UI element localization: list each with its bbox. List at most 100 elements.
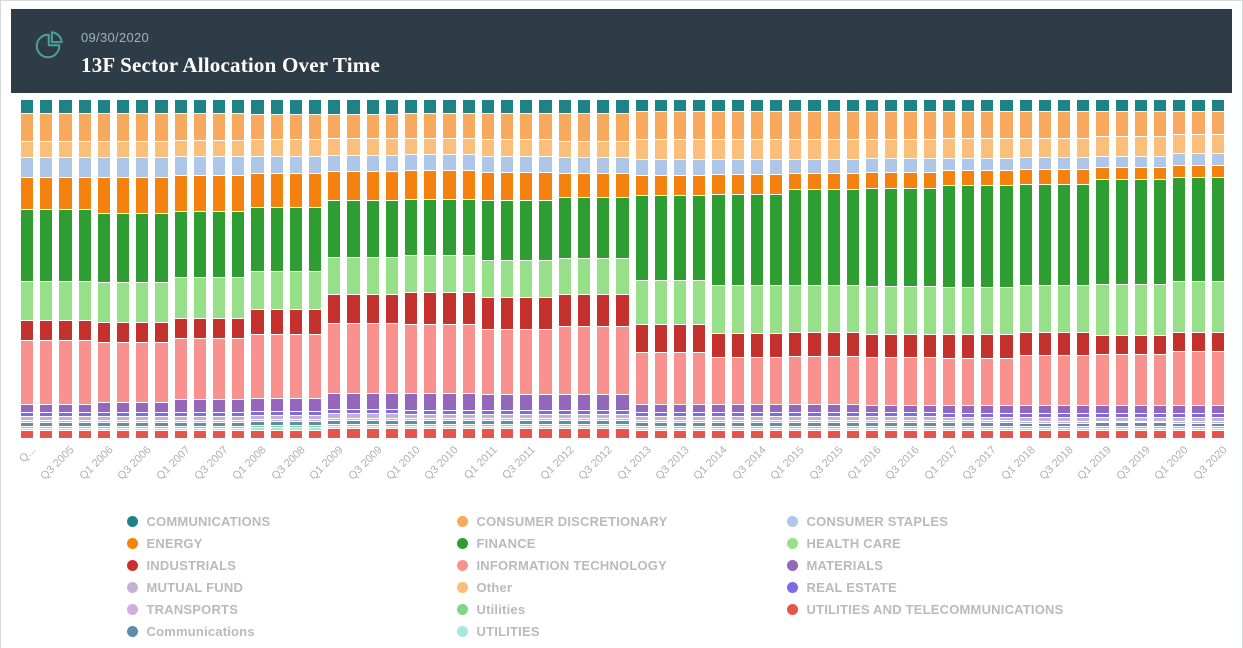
segment-Communications[interactable]: [155, 421, 168, 426]
segment-UTILITIES-AND-TELECOMMUNICATIONS[interactable]: [616, 427, 629, 438]
segment-INDUSTRIALS[interactable]: [673, 323, 687, 352]
segment-INDUSTRIALS[interactable]: [328, 294, 341, 324]
segment-MUTUAL-FUND[interactable]: [424, 413, 437, 418]
segment-REAL-ESTATE[interactable]: [155, 411, 168, 416]
segment-COMMUNICATIONS[interactable]: [1115, 99, 1128, 111]
segment-UTILITIES[interactable]: [1211, 428, 1224, 431]
segment-INFORMATION-TECHNOLOGY[interactable]: [328, 323, 341, 393]
segment-MUTUAL-FUND[interactable]: [693, 415, 706, 420]
segment-Other[interactable]: [213, 139, 226, 157]
segment-INFORMATION-TECHNOLOGY[interactable]: [1057, 354, 1071, 406]
segment-COMMUNICATIONS[interactable]: [1153, 99, 1167, 111]
segment-ENERGY[interactable]: [616, 173, 629, 198]
segment-HEALTH-CARE[interactable]: [731, 285, 744, 334]
segment-Other[interactable]: [1134, 136, 1147, 156]
segment-FINANCE[interactable]: [193, 211, 207, 277]
segment-INDUSTRIALS[interactable]: [347, 294, 360, 324]
segment-CONSUMER-STAPLES[interactable]: [232, 156, 245, 175]
segment-ENERGY[interactable]: [232, 174, 245, 212]
segment-FINANCE[interactable]: [1038, 184, 1051, 286]
segment-Communications[interactable]: [481, 419, 495, 424]
segment-MUTUAL-FUND[interactable]: [270, 414, 283, 419]
segment-CONSUMER-STAPLES[interactable]: [59, 156, 72, 177]
segment-Communications[interactable]: [501, 419, 514, 424]
segment-UTILITIES-AND-TELECOMMUNICATIONS[interactable]: [885, 430, 898, 438]
segment-INDUSTRIALS[interactable]: [731, 333, 744, 357]
segment-CONSUMER-DISCRETIONARY[interactable]: [981, 110, 994, 139]
segment-INDUSTRIALS[interactable]: [385, 294, 399, 324]
segment-UTILITIES[interactable]: [808, 428, 821, 431]
segment-MATERIALS[interactable]: [1096, 404, 1109, 413]
segment-MATERIALS[interactable]: [808, 404, 821, 413]
segment-COMMUNICATIONS[interactable]: [1211, 99, 1224, 111]
segment-TRANSPORTS[interactable]: [1096, 420, 1109, 423]
segment-Other[interactable]: [654, 139, 667, 160]
bar-q2-2015[interactable]: [808, 99, 821, 438]
segment-REAL-ESTATE[interactable]: [97, 411, 111, 416]
segment-TRANSPORTS[interactable]: [289, 418, 303, 422]
segment-MUTUAL-FUND[interactable]: [846, 416, 859, 421]
segment-UTILITIES[interactable]: [328, 425, 341, 428]
segment-INDUSTRIALS[interactable]: [443, 291, 456, 325]
bar-q4-2018[interactable]: [1077, 99, 1090, 438]
segment-INFORMATION-TECHNOLOGY[interactable]: [405, 324, 418, 394]
bar-q2-2020[interactable]: [1192, 99, 1205, 438]
segment-ENERGY[interactable]: [731, 174, 744, 195]
segment-MUTUAL-FUND[interactable]: [481, 413, 495, 418]
segment-FINANCE[interactable]: [481, 199, 495, 261]
segment-HEALTH-CARE[interactable]: [942, 287, 955, 335]
segment-TRANSPORTS[interactable]: [558, 417, 571, 420]
segment-Utilities[interactable]: [885, 426, 898, 429]
segment-Other[interactable]: [577, 141, 591, 158]
bar-q4-2013[interactable]: [693, 99, 706, 438]
segment-COMMUNICATIONS[interactable]: [520, 99, 533, 114]
segment-CONSUMER-DISCRETIONARY[interactable]: [693, 111, 706, 140]
segment-INDUSTRIALS[interactable]: [808, 332, 821, 357]
segment-Communications[interactable]: [270, 421, 283, 426]
segment-FINANCE[interactable]: [1134, 179, 1147, 285]
segment-INFORMATION-TECHNOLOGY[interactable]: [769, 356, 783, 405]
segment-CONSUMER-STAPLES[interactable]: [635, 159, 648, 176]
segment-COMMUNICATIONS[interactable]: [501, 99, 514, 114]
segment-Other[interactable]: [1038, 137, 1051, 158]
segment-ENERGY[interactable]: [1096, 167, 1109, 179]
segment-UTILITIES[interactable]: [309, 427, 322, 430]
segment-HEALTH-CARE[interactable]: [174, 276, 187, 318]
segment-MUTUAL-FUND[interactable]: [942, 416, 955, 421]
segment-UTILITIES[interactable]: [155, 427, 168, 430]
segment-CONSUMER-STAPLES[interactable]: [961, 157, 975, 170]
segment-Utilities[interactable]: [616, 423, 629, 426]
segment-CONSUMER-STAPLES[interactable]: [21, 156, 34, 177]
segment-UTILITIES-AND-TELECOMMUNICATIONS[interactable]: [789, 430, 802, 438]
segment-CONSUMER-DISCRETIONARY[interactable]: [654, 111, 667, 140]
segment-ENERGY[interactable]: [78, 176, 91, 209]
segment-Utilities[interactable]: [21, 426, 34, 429]
segment-Utilities[interactable]: [328, 423, 341, 426]
segment-MUTUAL-FUND[interactable]: [1000, 416, 1013, 421]
segment-REAL-ESTATE[interactable]: [405, 409, 418, 414]
segment-REAL-ESTATE[interactable]: [289, 410, 303, 415]
segment-UTILITIES[interactable]: [405, 425, 418, 428]
segment-FINANCE[interactable]: [539, 199, 552, 261]
segment-HEALTH-CARE[interactable]: [21, 280, 34, 321]
segment-INFORMATION-TECHNOLOGY[interactable]: [347, 323, 360, 393]
segment-INDUSTRIALS[interactable]: [693, 323, 706, 352]
segment-Utilities[interactable]: [347, 423, 360, 426]
segment-ENERGY[interactable]: [1038, 168, 1051, 185]
segment-MATERIALS[interactable]: [443, 393, 456, 410]
segment-COMMUNICATIONS[interactable]: [1192, 99, 1205, 111]
segment-ENERGY[interactable]: [827, 172, 840, 189]
segment-CONSUMER-DISCRETIONARY[interactable]: [501, 113, 514, 140]
segment-INDUSTRIALS[interactable]: [577, 293, 591, 326]
segment-UTILITIES-AND-TELECOMMUNICATIONS[interactable]: [328, 427, 341, 438]
segment-UTILITIES[interactable]: [366, 425, 379, 428]
segment-FINANCE[interactable]: [750, 194, 763, 286]
segment-MUTUAL-FUND[interactable]: [117, 415, 130, 420]
segment-INFORMATION-TECHNOLOGY[interactable]: [923, 357, 936, 405]
segment-TRANSPORTS[interactable]: [846, 420, 859, 423]
segment-INDUSTRIALS[interactable]: [309, 308, 322, 335]
segment-CONSUMER-STAPLES[interactable]: [1038, 157, 1051, 169]
segment-INFORMATION-TECHNOLOGY[interactable]: [942, 357, 955, 405]
segment-ENERGY[interactable]: [981, 169, 994, 186]
segment-TRANSPORTS[interactable]: [251, 418, 264, 422]
